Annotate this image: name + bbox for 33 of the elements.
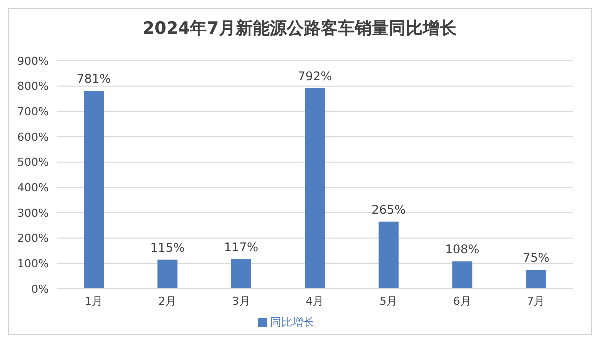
x-tick-label: 6月 [453, 294, 472, 308]
data-label: 792% [298, 69, 332, 84]
bar [452, 262, 473, 289]
y-tick-label: 500% [18, 156, 49, 170]
y-tick-label: 900% [18, 54, 49, 68]
legend-label: 同比增长 [270, 316, 314, 329]
bar [158, 260, 178, 289]
bar [526, 270, 546, 289]
y-tick-label: 400% [18, 182, 49, 195]
y-tick-label: 100% [18, 258, 49, 271]
data-label: 265% [372, 202, 406, 217]
x-tick-label: 5月 [380, 294, 398, 308]
data-label: 75% [522, 251, 550, 265]
chart-title: 2024年7月新能源公路客车销量同比增长 [142, 18, 458, 41]
bar [378, 222, 399, 289]
data-label: 115% [150, 240, 185, 255]
x-tick-label: 1月 [84, 294, 103, 308]
x-tick-label: 2月 [158, 294, 177, 308]
x-tick-label: 4月 [306, 294, 324, 308]
y-tick-label: 300% [18, 206, 49, 220]
x-tick-label: 3月 [232, 294, 250, 308]
y-tick-label: 800% [18, 80, 49, 94]
data-label: 108% [445, 242, 480, 257]
y-tick-label: 0% [32, 282, 49, 296]
bar [231, 259, 252, 289]
y-tick-label: 600% [18, 130, 49, 144]
y-tick-label: 700% [18, 106, 49, 119]
bar [84, 91, 104, 289]
bar [305, 88, 326, 289]
data-label: 781% [76, 72, 112, 86]
y-tick-label: 200% [18, 232, 49, 246]
data-label: 117% [224, 240, 259, 254]
x-tick-label: 7月 [527, 294, 546, 308]
